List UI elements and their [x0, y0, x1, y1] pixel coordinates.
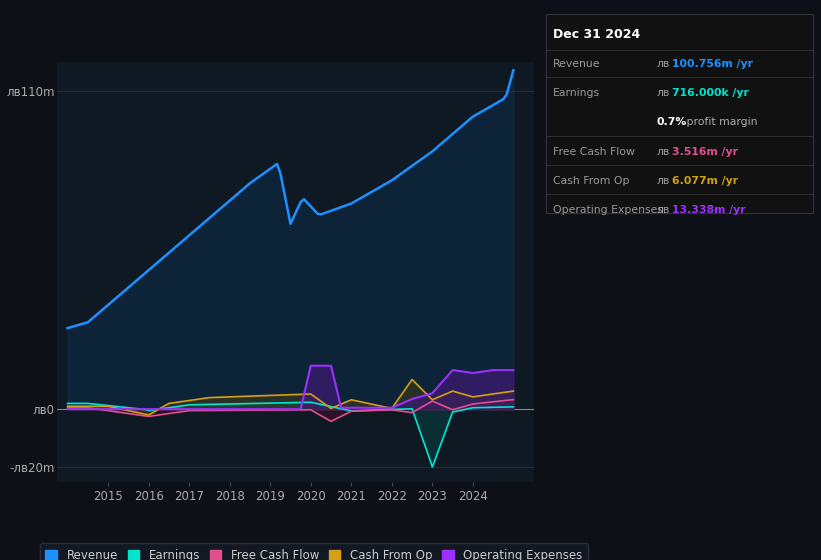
Legend: Revenue, Earnings, Free Cash Flow, Cash From Op, Operating Expenses: Revenue, Earnings, Free Cash Flow, Cash … — [39, 543, 589, 560]
Text: Earnings: Earnings — [553, 88, 599, 99]
Text: Dec 31 2024: Dec 31 2024 — [553, 27, 640, 40]
Text: 6.077m /yr: 6.077m /yr — [672, 176, 738, 186]
Text: лв: лв — [657, 205, 670, 215]
Text: Operating Expenses: Operating Expenses — [553, 205, 663, 215]
Text: 13.338m /yr: 13.338m /yr — [672, 205, 745, 215]
Text: 716.000k /yr: 716.000k /yr — [672, 88, 749, 99]
Text: 100.756m /yr: 100.756m /yr — [672, 59, 753, 69]
Text: лв: лв — [657, 88, 670, 99]
Text: лв: лв — [657, 59, 670, 69]
Text: 0.7%: 0.7% — [657, 118, 687, 128]
Text: 3.516m /yr: 3.516m /yr — [672, 147, 737, 157]
Text: profit margin: profit margin — [683, 118, 758, 128]
Text: Cash From Op: Cash From Op — [553, 176, 629, 186]
Text: Revenue: Revenue — [553, 59, 600, 69]
Text: лв: лв — [657, 176, 670, 186]
Text: лв: лв — [657, 147, 670, 157]
Text: Free Cash Flow: Free Cash Flow — [553, 147, 635, 157]
